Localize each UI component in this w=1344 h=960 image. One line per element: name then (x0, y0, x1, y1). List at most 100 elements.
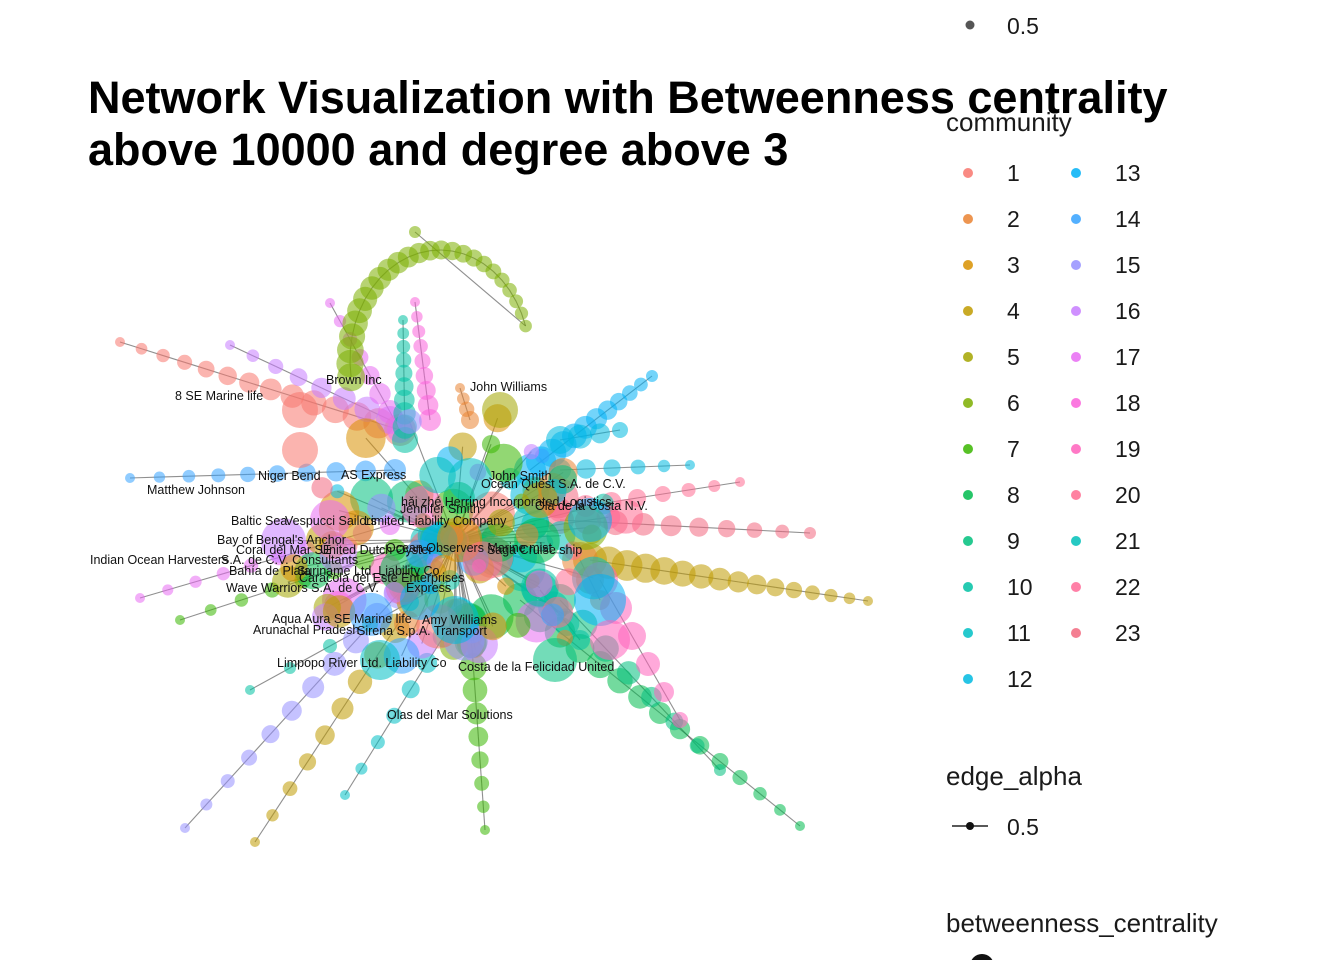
network-node (576, 459, 596, 479)
network-node (660, 515, 682, 537)
network-node (714, 764, 726, 776)
network-node (413, 339, 428, 354)
network-node (612, 422, 628, 438)
network-node (603, 459, 621, 477)
network-node (774, 804, 786, 816)
network-node (523, 443, 540, 460)
network-node (525, 570, 553, 598)
network-node (541, 603, 565, 627)
network-node (211, 468, 226, 483)
node-label: Ocean Observers Marine mist (386, 541, 553, 555)
node-label: Amy Williams (422, 613, 497, 627)
network-node (672, 712, 688, 728)
network-node (246, 349, 260, 363)
network-node (689, 738, 705, 754)
network-node (241, 749, 258, 766)
network-node (323, 639, 337, 653)
network-nodes (115, 226, 873, 847)
network-node (401, 680, 420, 699)
node-label: Indian Ocean Harvesters (90, 553, 228, 567)
node-label: John Smith (489, 469, 552, 483)
network-node (410, 297, 420, 307)
network-node (459, 401, 475, 418)
node-label: Express (406, 581, 451, 595)
node-label: United Dutch Oyster (320, 543, 433, 557)
network-node (225, 340, 235, 350)
network-node (250, 837, 260, 847)
node-label: Coral del Mar SE (236, 543, 331, 557)
network-node (156, 348, 170, 363)
network-node (785, 581, 803, 599)
node-label: Aqua Aura SE Marine life (272, 612, 412, 626)
network-node (409, 226, 421, 238)
network-node (322, 651, 347, 676)
network-node (268, 358, 284, 374)
network-node (708, 480, 721, 492)
network-node (394, 389, 415, 411)
network-node (494, 272, 510, 288)
network-node (649, 702, 671, 724)
network-node (319, 535, 357, 574)
node-label: Baltic Sea (231, 514, 287, 528)
network-node (487, 509, 515, 537)
network-node (804, 527, 816, 539)
network-node (284, 662, 296, 674)
network-node (282, 432, 318, 468)
node-label: Caracola del Este Enterprises (299, 571, 464, 585)
network-node (370, 735, 385, 750)
title-line-1: Network Visualization with Betweenness c… (88, 72, 1168, 123)
network-node (843, 592, 856, 605)
network-node (282, 781, 298, 796)
network-node (125, 473, 135, 483)
network-node (398, 315, 408, 325)
network-node (397, 409, 422, 434)
node-label: Vespucci Sailors (285, 514, 377, 528)
network-node (708, 567, 732, 591)
network-node (519, 319, 532, 333)
node-label: Bay of Bengal's Anchor (217, 533, 346, 547)
network-node (732, 770, 748, 786)
network-edge (249, 667, 291, 691)
network-node (401, 485, 444, 528)
node-label: hǎi zhé Herring Incorporated Logistics (401, 495, 612, 509)
network-node (646, 370, 658, 382)
network-node (259, 378, 282, 401)
network-node (522, 482, 558, 518)
network-node (394, 377, 414, 397)
network-node (478, 612, 507, 641)
network-node (533, 638, 577, 682)
network-node (396, 339, 411, 354)
network-node (204, 604, 217, 616)
network-node (175, 615, 185, 625)
network-node (384, 459, 406, 481)
network-node (367, 493, 396, 523)
network-node (685, 460, 695, 470)
network-node (162, 584, 174, 596)
network-node (234, 593, 249, 607)
network-node (239, 372, 260, 393)
network-node (135, 342, 148, 355)
network-node (775, 524, 790, 539)
network-node (302, 676, 325, 699)
network-node (482, 392, 518, 428)
network-node (115, 337, 125, 347)
network-node (280, 554, 308, 582)
network-node (689, 564, 714, 589)
network-edge (289, 645, 331, 669)
network-node (355, 460, 376, 482)
network-node (681, 483, 696, 497)
network-node (747, 574, 767, 595)
network-node (419, 456, 456, 494)
network-node (384, 581, 406, 603)
network-node (753, 787, 767, 801)
network-node (261, 725, 280, 744)
node-label: Bahía de Plata (229, 564, 311, 578)
network-node (297, 463, 316, 482)
network-node (330, 484, 345, 499)
network-node (474, 775, 490, 791)
network-node (266, 809, 279, 822)
network-node (311, 377, 332, 398)
node-label: Limited Liability Company (364, 514, 507, 528)
network-node (616, 661, 641, 685)
network-node (634, 377, 648, 392)
